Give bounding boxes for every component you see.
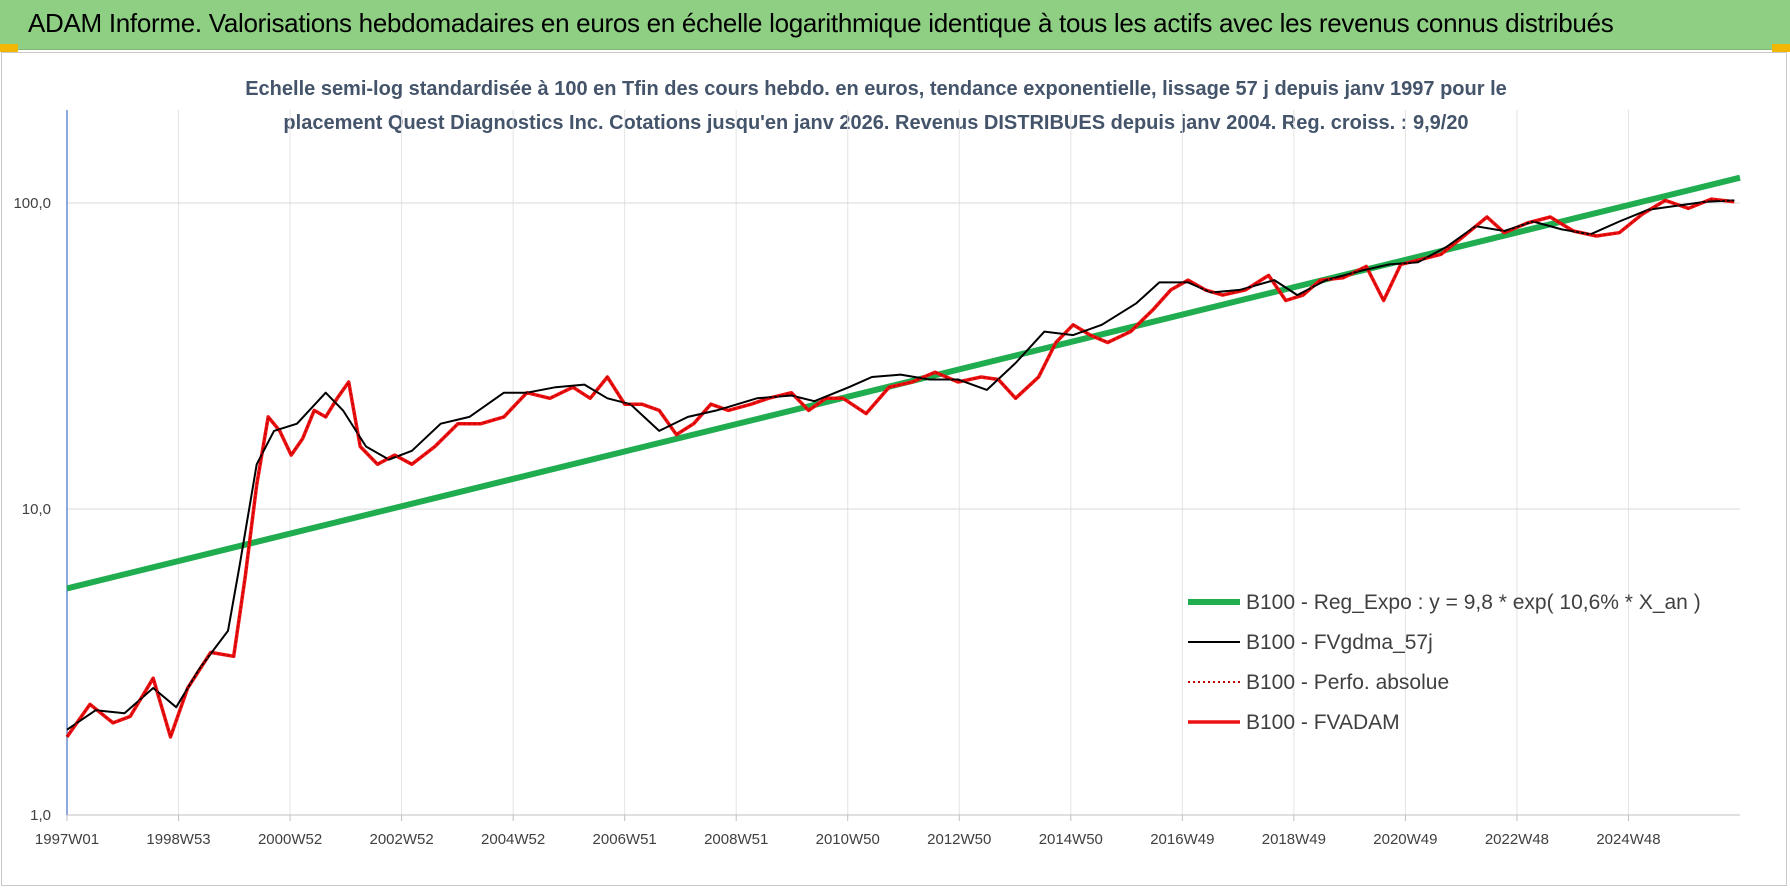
legend-label: B100 - Perfo. absolue: [1246, 671, 1449, 694]
y-tick-label: 1,0: [30, 807, 51, 824]
y-tick-label: 100,0: [13, 195, 51, 212]
x-tick-label: 2016W49: [1150, 831, 1214, 848]
y-tick-label: 10,0: [22, 501, 51, 518]
x-tick-label: 2014W50: [1039, 831, 1103, 848]
corner-accent-left: [0, 44, 18, 52]
x-tick-label: 2010W50: [816, 831, 880, 848]
x-tick-label: 2018W49: [1262, 831, 1326, 848]
chart-title-line-1: Echelle semi-log standardisée à 100 en T…: [245, 78, 1507, 100]
banner-title: ADAM Informe. Valorisations hebdomadaire…: [28, 8, 1614, 38]
x-tick-label: 1997W01: [35, 831, 99, 848]
x-tick-label: 2004W52: [481, 831, 545, 848]
series-line-fvadam: [65, 197, 1735, 739]
title-banner: ADAM Informe. Valorisations hebdomadaire…: [0, 0, 1790, 50]
chart-title-line-2: placement Quest Diagnostics Inc. Cotatio…: [283, 112, 1468, 134]
grid: [66, 110, 1740, 816]
legend: B100 - Reg_Expo : y = 9,8 * exp( 10,6% *…: [1188, 591, 1701, 734]
legend-label: B100 - FVADAM: [1246, 711, 1400, 734]
x-tick-label: 2012W50: [927, 831, 991, 848]
legend-label: B100 - FVgdma_57j: [1246, 631, 1433, 654]
x-tick-label: 2006W51: [593, 831, 657, 848]
corner-accent-right: [1772, 44, 1790, 52]
series-line-absolute: [66, 198, 1735, 738]
x-tick-label: 2024W48: [1596, 831, 1660, 848]
x-tick-label: 2000W52: [258, 831, 322, 848]
x-tick-label: 2022W48: [1485, 831, 1549, 848]
series-layer: [65, 174, 1741, 739]
axes: 1,0 10,0 100,0 1997W01 1998W53 2000W52 2002W52…: [13, 110, 1740, 848]
chart-title: Echelle semi-log standardisée à 100 en T…: [245, 78, 1507, 134]
x-tick-label: 2008W51: [704, 831, 768, 848]
x-tick-label: 2020W49: [1373, 831, 1437, 848]
series-line-moving_average: [66, 199, 1735, 731]
x-tick-label: 1998W53: [146, 831, 210, 848]
chart-frame: [1, 52, 1787, 886]
legend-label: B100 - Reg_Expo : y = 9,8 * exp( 10,6% *…: [1246, 591, 1701, 614]
x-tick-label: 2002W52: [369, 831, 433, 848]
